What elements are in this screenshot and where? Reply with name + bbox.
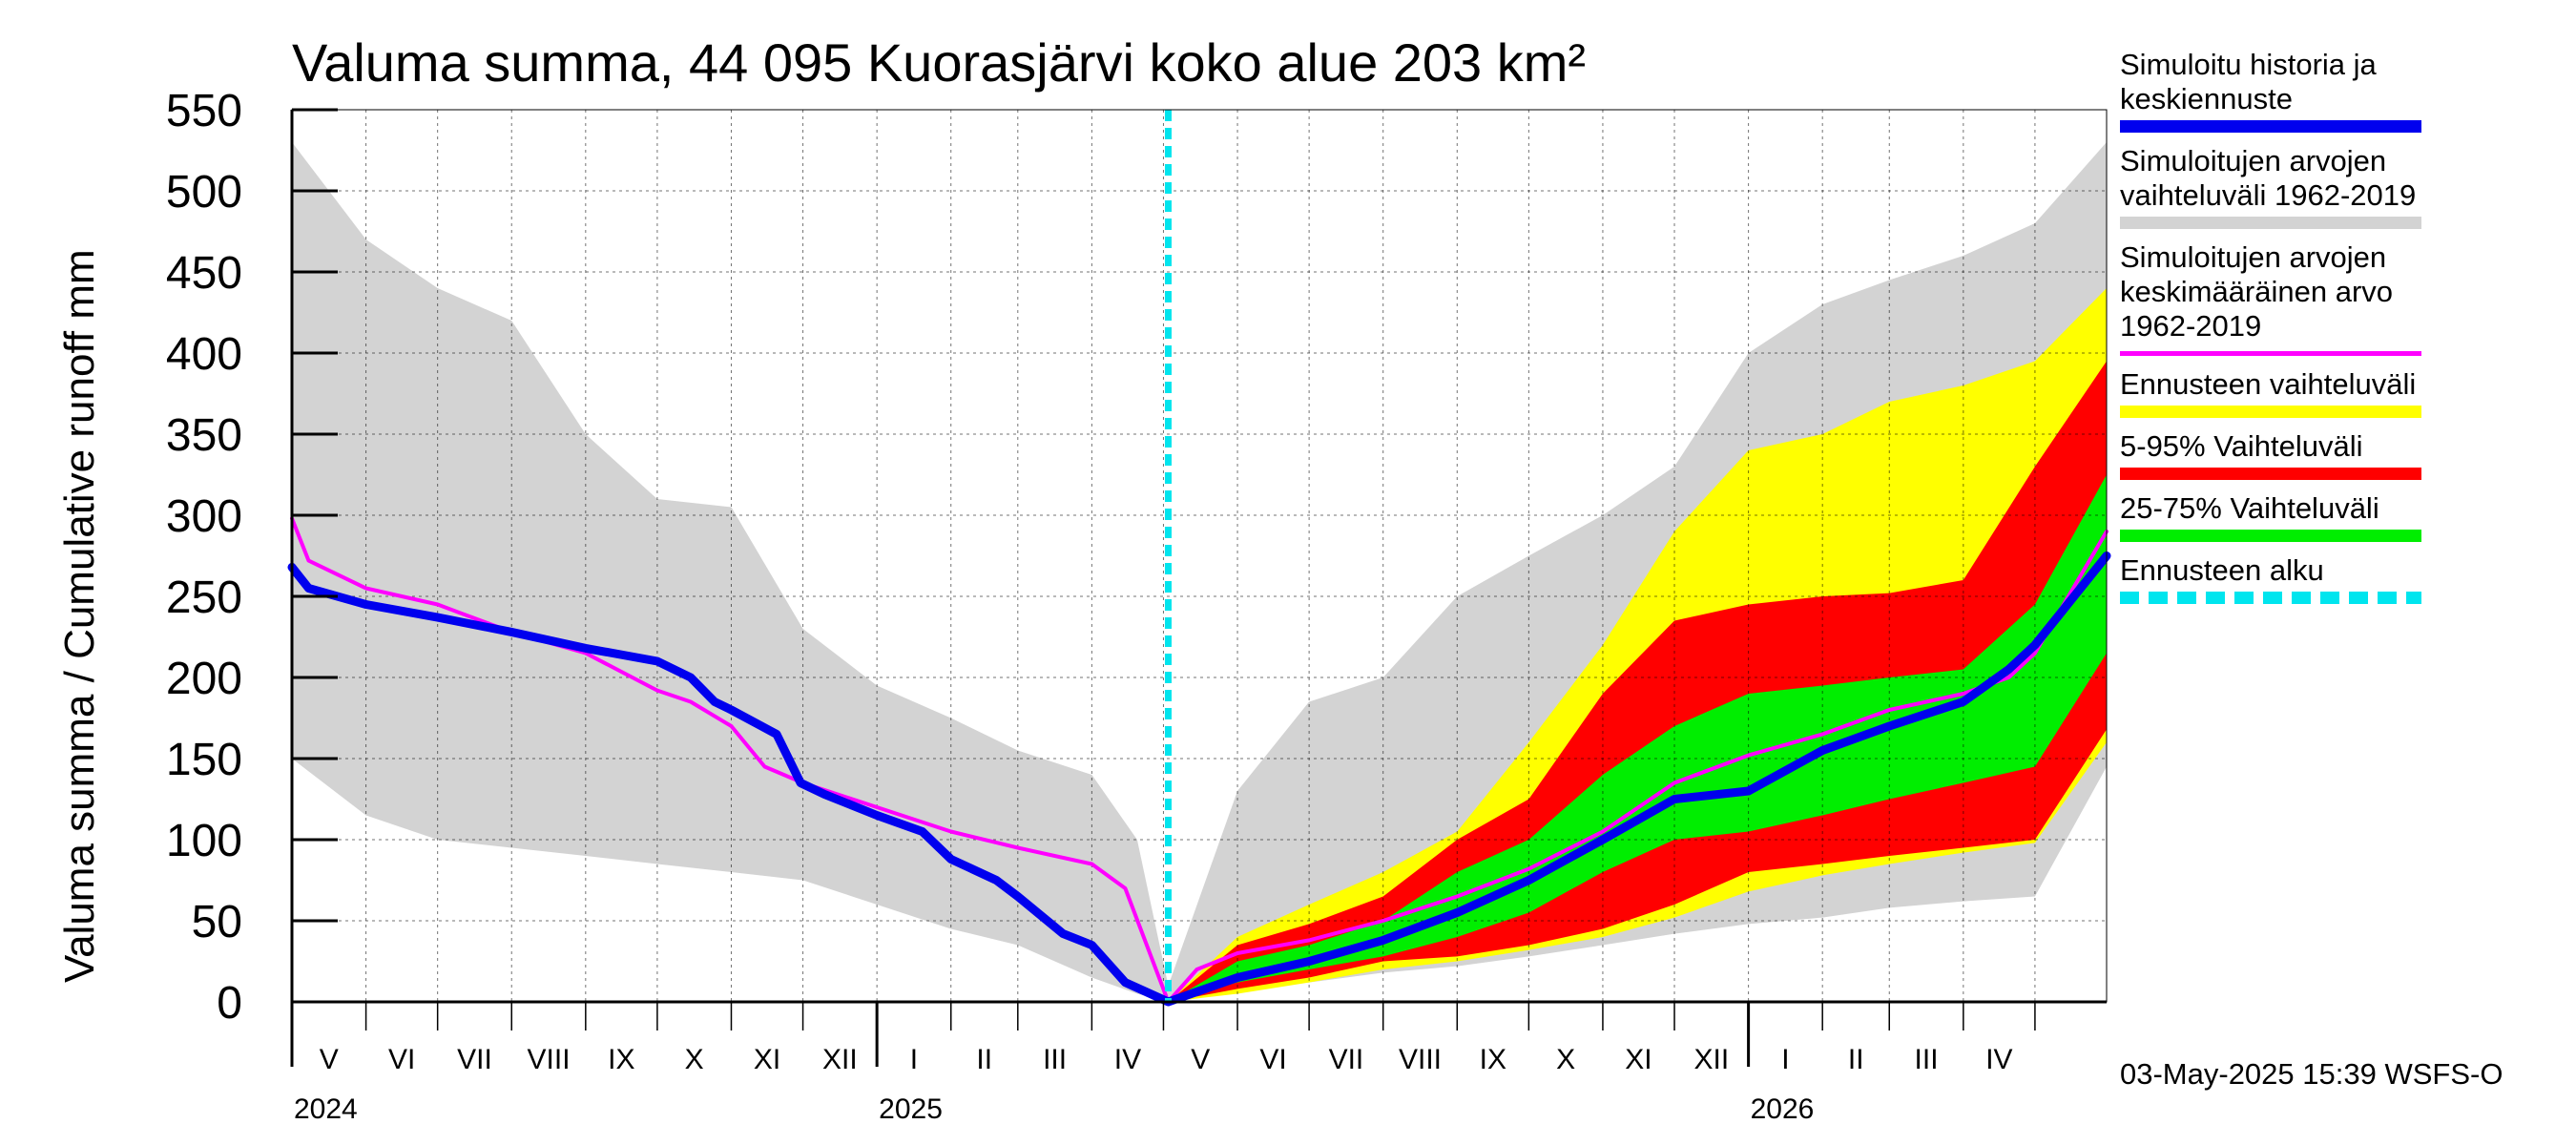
legend-swatch [2120, 530, 2421, 542]
legend-item: Ennusteen alku [2120, 553, 2568, 604]
band-25-75 [1168, 474, 2107, 1002]
month-label: XI [1625, 1044, 1652, 1075]
month-label: VIII [1399, 1044, 1442, 1075]
month-label: III [1915, 1044, 1939, 1075]
year-label: 2026 [1751, 1093, 1815, 1125]
legend-label: Simuloitujen arvojen keskimääräinen arvo… [2120, 240, 2394, 343]
legend-label: 5-95% Vaihteluväli [2120, 429, 2363, 463]
y-tick-label: 550 [166, 86, 242, 136]
month-label: III [1043, 1044, 1067, 1075]
month-label: VI [388, 1044, 415, 1075]
y-tick-label: 250 [166, 572, 242, 623]
y-tick-label: 450 [166, 248, 242, 299]
month-label: V [1191, 1044, 1210, 1075]
legend: Simuloitu historia ja keskiennuste Simulo… [2120, 48, 2568, 604]
legend-swatch [2120, 351, 2421, 356]
month-label: XII [822, 1044, 858, 1075]
year-label: 2025 [879, 1093, 943, 1125]
y-axis-label: Valuma summa / Cumulative runoff mm [56, 249, 103, 983]
legend-swatch [2120, 592, 2421, 604]
legend-item: 25-75% Vaihteluväli [2120, 491, 2568, 542]
footer-timestamp: 03-May-2025 15:39 WSFS-O [2120, 1057, 2503, 1091]
month-label: XI [754, 1044, 780, 1075]
month-label: VII [1329, 1044, 1364, 1075]
month-label: VI [1259, 1044, 1286, 1075]
legend-swatch [2120, 217, 2421, 229]
month-label: X [685, 1044, 704, 1075]
legend-item: Ennusteen vaihteluväli [2120, 367, 2568, 418]
legend-label: Ennusteen alku [2120, 553, 2324, 587]
y-tick-label: 50 [192, 897, 242, 947]
history-forecast-line [287, 552, 2111, 1007]
month-label: VII [457, 1044, 492, 1075]
month-label: IX [608, 1044, 634, 1075]
month-label: VIII [528, 1044, 571, 1075]
month-label: II [1848, 1044, 1864, 1075]
legend-label: Simuloitujen arvojen vaihteluväli 1962-2… [2120, 144, 2417, 212]
month-label: I [910, 1044, 918, 1075]
legend-label: 25-75% Vaihteluväli [2120, 491, 2379, 525]
year-label: 2024 [294, 1093, 358, 1125]
y-tick-label: 500 [166, 167, 242, 218]
legend-item: Simuloitujen arvojen keskimääräinen arvo… [2120, 240, 2568, 356]
y-tick-label: 350 [166, 410, 242, 461]
y-tick-label: 150 [166, 735, 242, 785]
legend-item: Simuloitu historia ja keskiennuste [2120, 48, 2568, 133]
band-areas [292, 142, 2107, 1002]
y-tick-label: 400 [166, 329, 242, 380]
month-label: V [320, 1044, 339, 1075]
legend-swatch [2120, 468, 2421, 480]
legend-item: Simuloitujen arvojen vaihteluväli 1962-2… [2120, 144, 2568, 229]
chart-title: Valuma summa, 44 095 Kuorasjärvi koko al… [292, 32, 1586, 93]
y-tick-label: 0 [217, 978, 242, 1029]
series-lines [287, 110, 2111, 1007]
y-tick-label: 300 [166, 491, 242, 542]
band-5-95 [1168, 361, 2107, 1002]
legend-item: 5-95% Vaihteluväli [2120, 429, 2568, 480]
month-label: IX [1480, 1044, 1506, 1075]
y-tick-label: 100 [166, 816, 242, 866]
month-label: IV [1985, 1044, 2012, 1075]
month-label: I [1781, 1044, 1789, 1075]
legend-swatch [2120, 406, 2421, 418]
y-tick-label: 200 [166, 654, 242, 704]
legend-label: Simuloitu historia ja keskiennuste [2120, 48, 2377, 115]
grid-lines [292, 109, 2107, 1002]
month-label: II [976, 1044, 992, 1075]
legend-swatch [2120, 120, 2421, 133]
month-label: IV [1114, 1044, 1141, 1075]
legend-label: Ennusteen vaihteluväli [2120, 367, 2417, 401]
month-label: XII [1693, 1044, 1729, 1075]
month-label: X [1556, 1044, 1575, 1075]
